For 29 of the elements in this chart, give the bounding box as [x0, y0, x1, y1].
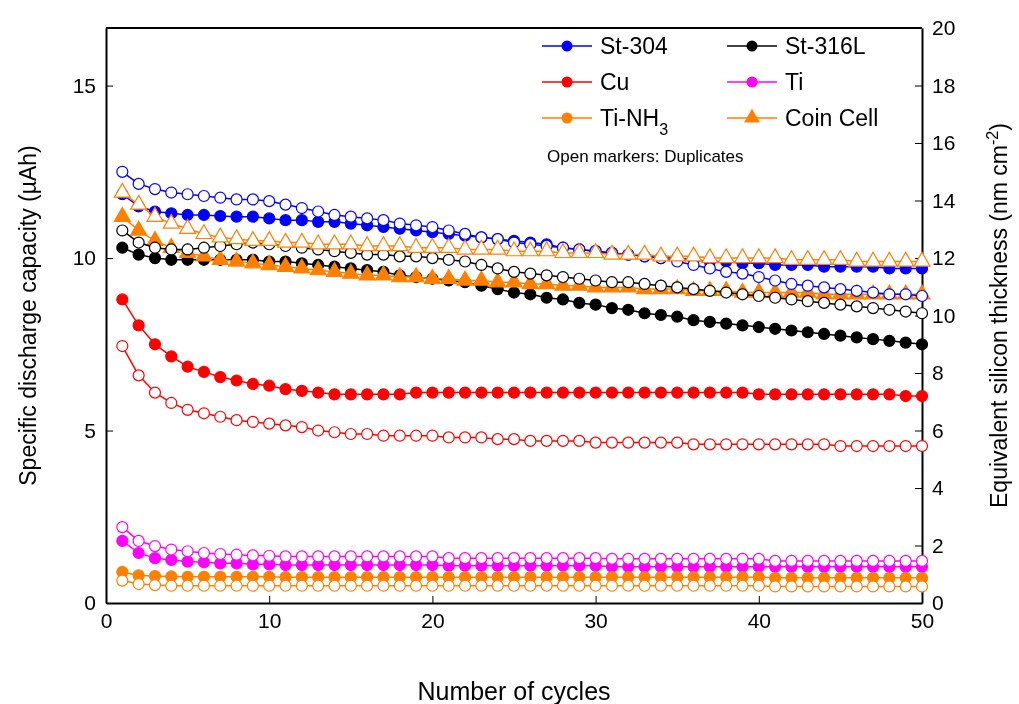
y2-tick-label: 18: [932, 73, 956, 97]
y-tick-label: 15: [72, 73, 96, 97]
x-tick-label: 20: [421, 608, 445, 632]
y2-tick-label: 2: [932, 533, 944, 557]
x-tick-label: 10: [258, 608, 282, 632]
y2-tick-label: 12: [932, 246, 956, 270]
y2-tick-label: 14: [932, 188, 956, 212]
legend-label: Ti-NH$_{3}$: [600, 105, 669, 138]
y2-tick-label: 4: [932, 476, 944, 500]
y-tick-label: 0: [84, 591, 96, 615]
legend-label: St-316L: [785, 33, 866, 59]
legend-label: Cu: [600, 69, 630, 95]
y-axis-title: Specific discharge capacity (µAh): [15, 145, 41, 486]
x-tick-label: 40: [747, 608, 771, 632]
legend-label: Ti: [785, 69, 804, 95]
x-tick-label: 0: [100, 608, 113, 632]
y2-tick-label: 20: [932, 16, 956, 40]
y2-tick-label: 10: [932, 303, 956, 327]
x-tick-label: 30: [584, 608, 608, 632]
x-tick-label: 50: [910, 608, 935, 632]
y2-tick-label: 8: [932, 361, 944, 385]
y2-tick-label: 6: [932, 418, 944, 442]
y2-tick-label: 0: [932, 591, 944, 615]
annotation: Open markers: Duplicates: [547, 147, 744, 166]
y-tick-label: 5: [84, 418, 96, 442]
y-tick-label: 10: [72, 246, 96, 270]
legend-label: St-304: [600, 33, 668, 59]
legend-label: Coin Cell: [785, 105, 879, 131]
y2-tick-label: 16: [932, 131, 956, 155]
